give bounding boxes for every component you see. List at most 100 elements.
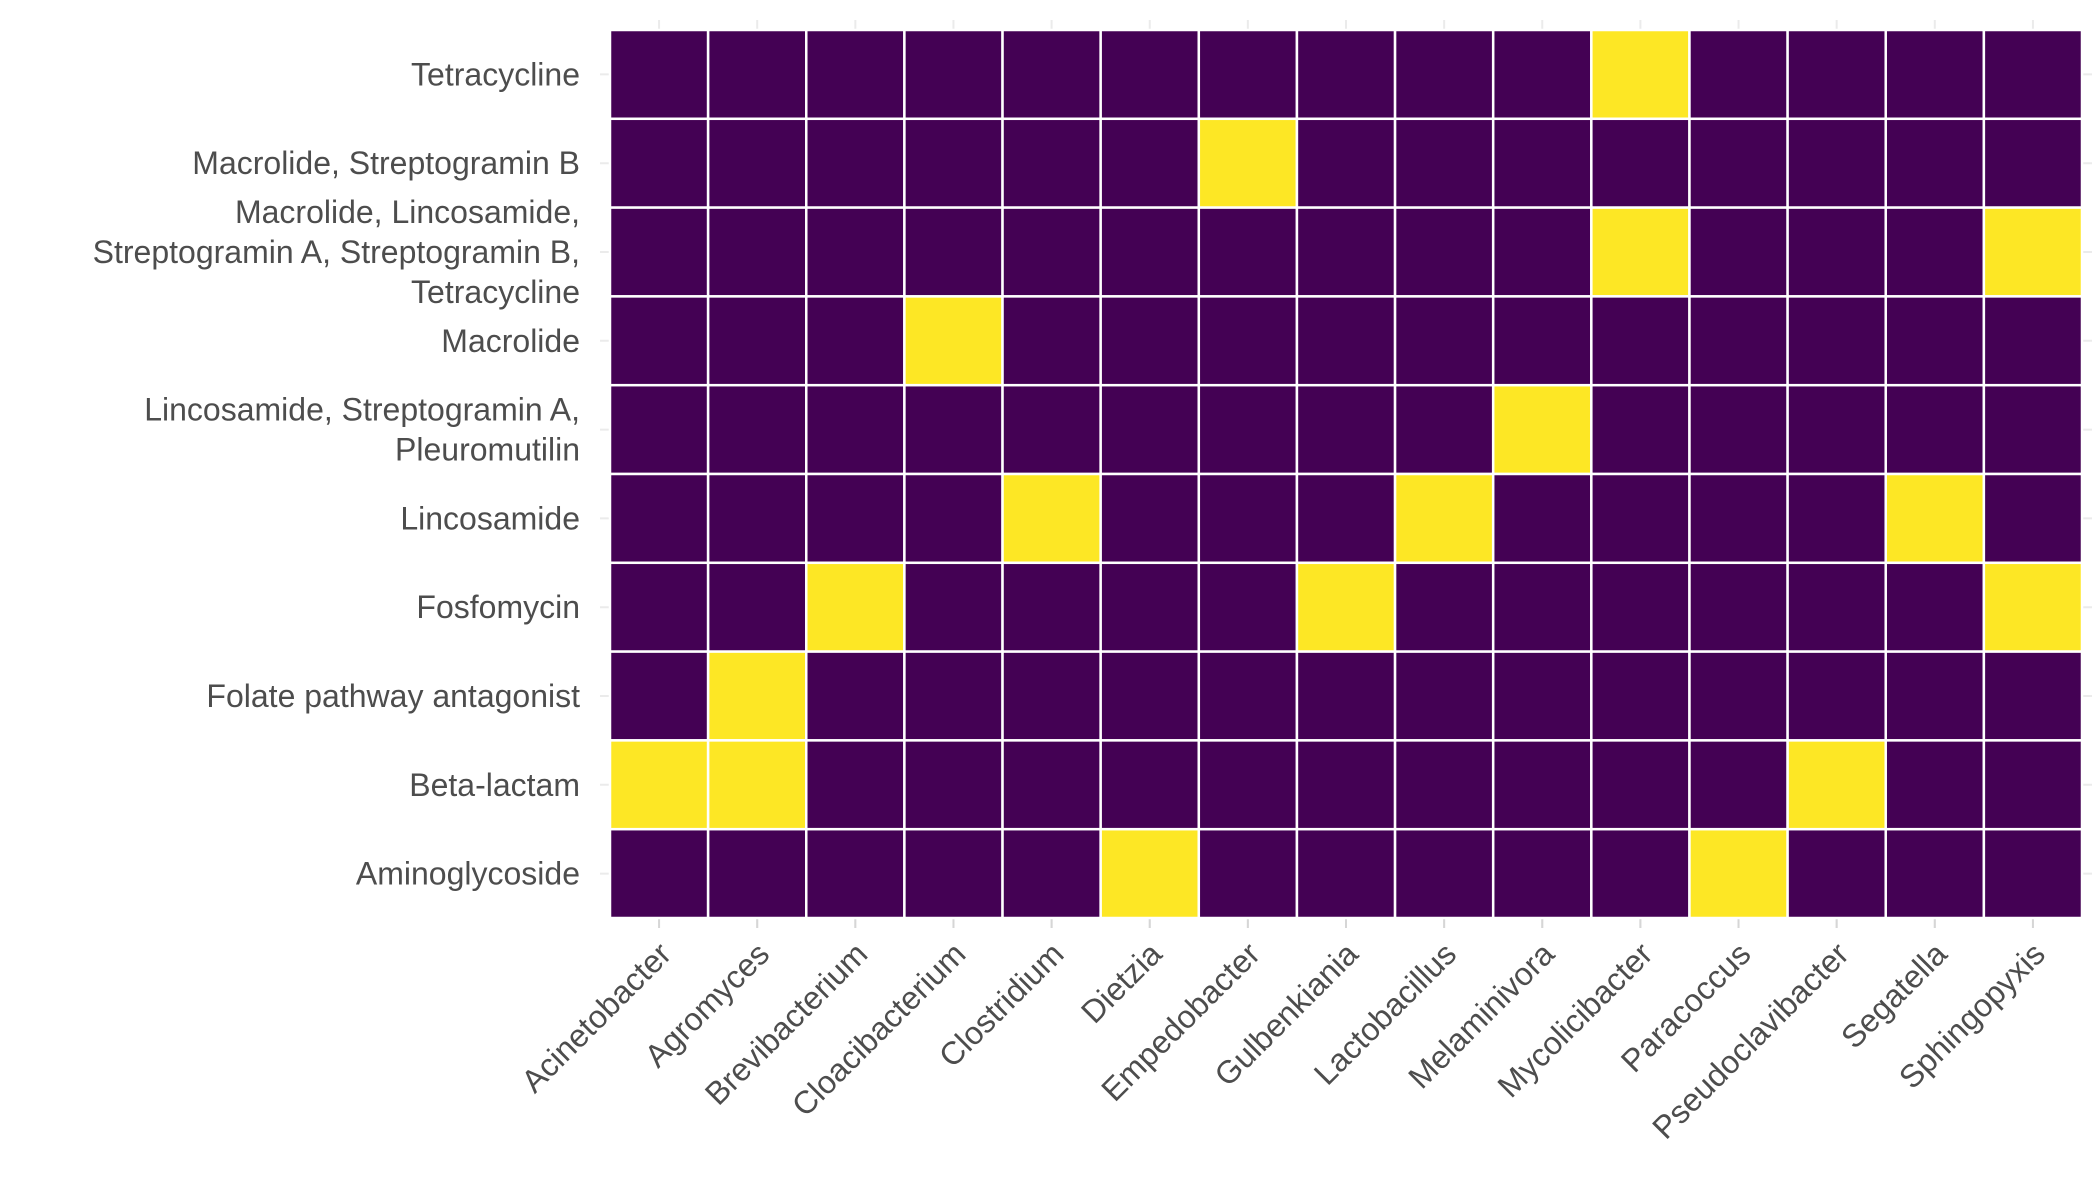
heatmap-cell — [1197, 472, 1299, 565]
heatmap-cell — [1001, 206, 1102, 298]
heatmap-cell — [1982, 206, 2084, 298]
heatmap-cell — [608, 827, 710, 920]
heatmap-cell — [1197, 117, 1299, 209]
heatmap-cell — [1786, 117, 1887, 209]
heatmap-cell — [706, 28, 808, 121]
heatmap-cell — [608, 472, 710, 565]
heatmap-cell — [608, 561, 710, 653]
heatmap-cell — [1982, 650, 2084, 742]
y-tick-label: Aminoglycoside — [356, 856, 580, 892]
heatmap-cell — [1001, 383, 1102, 476]
heatmap-cells — [608, 28, 2084, 920]
heatmap-cell — [1393, 117, 1495, 209]
heatmap-cell — [1393, 827, 1495, 920]
heatmap-cell — [1688, 739, 1789, 831]
heatmap-cell — [1982, 295, 2084, 387]
heatmap-cell — [1982, 28, 2084, 121]
heatmap-cell — [903, 28, 1004, 121]
heatmap-cell — [1590, 739, 1691, 831]
y-axis-labels: Tetracycline Macrolide, Streptogramin B Ma… — [93, 56, 580, 891]
heatmap-cell — [1884, 383, 1986, 476]
heatmap-cell — [1099, 827, 1201, 920]
heatmap-cell — [805, 28, 906, 121]
heatmap-cell — [1491, 117, 1593, 209]
heatmap-cell — [1393, 383, 1495, 476]
y-tick-label-line: Macrolide, Streptogramin B — [192, 145, 580, 181]
heatmap-cell — [805, 650, 906, 742]
heatmap-cell — [1099, 650, 1201, 742]
y-tick-label-line: Beta-lactam — [409, 767, 580, 803]
heatmap-cell — [1688, 206, 1789, 298]
heatmap-cell — [1786, 206, 1887, 298]
heatmap-cell — [706, 561, 808, 653]
heatmap-cell — [805, 827, 906, 920]
heatmap-cell — [1099, 561, 1201, 653]
heatmap-cell — [1688, 561, 1789, 653]
heatmap-cell — [805, 472, 906, 565]
y-tick-label-line: Pleuromutilin — [395, 432, 580, 468]
x-axis-labels: AcinetobacterAgromycesBrevibacteriumCloa… — [514, 935, 2052, 1146]
heatmap-cell — [1295, 383, 1397, 476]
heatmap-cell — [1491, 28, 1593, 121]
heatmap-cell — [1001, 117, 1102, 209]
heatmap-cell — [1786, 295, 1887, 387]
heatmap-cell — [1590, 561, 1691, 653]
heatmap-cell — [1001, 561, 1102, 653]
y-tick-label-line: Aminoglycoside — [356, 856, 580, 892]
heatmap-cell — [608, 650, 710, 742]
heatmap-cell — [1688, 28, 1789, 121]
heatmap-cell — [1982, 561, 2084, 653]
heatmap-cell — [1982, 117, 2084, 209]
y-tick-label: Beta-lactam — [409, 767, 580, 803]
heatmap-cell — [903, 472, 1004, 565]
heatmap-cell — [1688, 117, 1789, 209]
y-tick-label: Macrolide, Streptogramin B — [192, 145, 580, 181]
heatmap-cell — [706, 206, 808, 298]
y-tick-label: Lincosamide, Streptogramin A, Pleuromutil… — [144, 392, 580, 468]
heatmap-cell — [903, 206, 1004, 298]
y-tick-label-line: Streptogramin A, Streptogramin B, — [93, 234, 580, 270]
heatmap-cell — [1982, 472, 2084, 565]
heatmap-cell — [1491, 295, 1593, 387]
heatmap-cell — [1884, 739, 1986, 831]
heatmap-cell — [608, 383, 710, 476]
heatmap-cell — [1001, 650, 1102, 742]
heatmap-cell — [1197, 827, 1299, 920]
y-tick-label-line: Macrolide, Lincosamide, — [235, 194, 580, 230]
heatmap-cell — [1197, 650, 1299, 742]
heatmap-cell — [608, 295, 710, 387]
heatmap-cell — [1786, 472, 1887, 565]
y-tick-label: Fosfomycin — [416, 589, 580, 625]
heatmap-cell — [1197, 28, 1299, 121]
heatmap-cell — [1393, 28, 1495, 121]
heatmap-cell — [608, 739, 710, 831]
heatmap-cell — [1295, 117, 1397, 209]
heatmap-cell — [1295, 739, 1397, 831]
heatmap-cell — [1099, 206, 1201, 298]
y-tick-label-line: Tetracycline — [411, 56, 580, 92]
heatmap-cell — [903, 117, 1004, 209]
heatmap-cell — [706, 827, 808, 920]
heatmap-cell — [1590, 117, 1691, 209]
heatmap-cell — [805, 295, 906, 387]
heatmap-cell — [706, 117, 808, 209]
heatmap-cell — [1393, 739, 1495, 831]
heatmap-cell — [1491, 739, 1593, 831]
heatmap-cell — [1197, 206, 1299, 298]
heatmap-cell — [1197, 739, 1299, 831]
heatmap-cell — [1884, 472, 1986, 565]
heatmap-cell — [706, 739, 808, 831]
heatmap-cell — [1491, 827, 1593, 920]
heatmap-cell — [1590, 383, 1691, 476]
heatmap-cell — [903, 383, 1004, 476]
heatmap-cell — [1491, 650, 1593, 742]
heatmap-cell — [1001, 472, 1102, 565]
heatmap-cell — [608, 206, 710, 298]
heatmap-cell — [1786, 383, 1887, 476]
heatmap-cell — [903, 295, 1004, 387]
heatmap-cell — [805, 739, 906, 831]
heatmap-cell — [1590, 827, 1691, 920]
y-tick-label-line: Fosfomycin — [416, 589, 580, 625]
